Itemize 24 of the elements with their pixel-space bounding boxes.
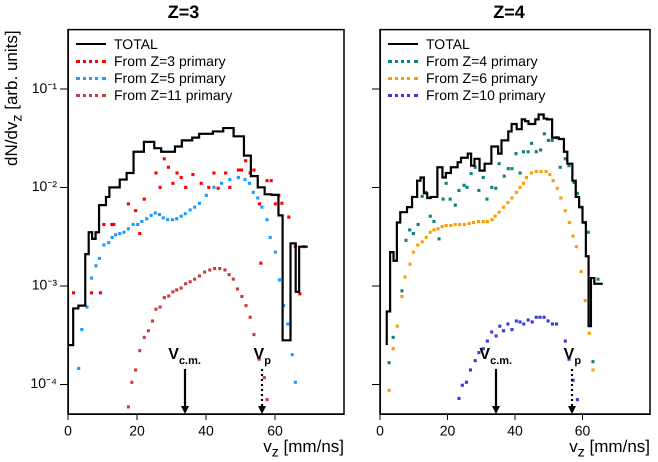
x-tick-label: 20 xyxy=(129,422,145,438)
legend-label: TOTAL xyxy=(426,36,470,53)
legend-label: From Z=3 primary xyxy=(114,52,226,70)
legend-label: From Z=10 primary xyxy=(426,86,546,104)
legend-label: TOTAL xyxy=(114,36,158,53)
y-tick-label: 10⁻³ xyxy=(32,276,58,293)
x-tick-label: 60 xyxy=(574,422,590,438)
legend-label: From Z=6 primary xyxy=(426,70,538,87)
legend-label: From Z=4 primary xyxy=(426,52,538,70)
legend-label: From Z=5 primary xyxy=(114,70,226,87)
x-tick-label: 20 xyxy=(440,422,456,438)
y-tick-label: 10⁻² xyxy=(32,178,58,194)
x-tick-label: 40 xyxy=(507,422,523,438)
legend-label: From Z=11 primary xyxy=(114,86,232,104)
x-axis-title: v$_{z}$ [mm/ns] xyxy=(263,436,344,460)
chart-title: Z=4 xyxy=(493,2,525,22)
x-tick-label: 60 xyxy=(267,422,283,438)
y-tick-label: 10⁻⁴ xyxy=(30,375,57,392)
x-tick-label: 40 xyxy=(198,422,214,438)
x-tick-label: 0 xyxy=(64,422,72,438)
y-tick-label: 10⁻¹ xyxy=(32,80,58,96)
chart-title: Z=3 xyxy=(168,2,200,22)
x-axis-title: v$_{z}$ [mm/ns] xyxy=(569,436,650,460)
x-tick-label: 0 xyxy=(376,422,384,438)
